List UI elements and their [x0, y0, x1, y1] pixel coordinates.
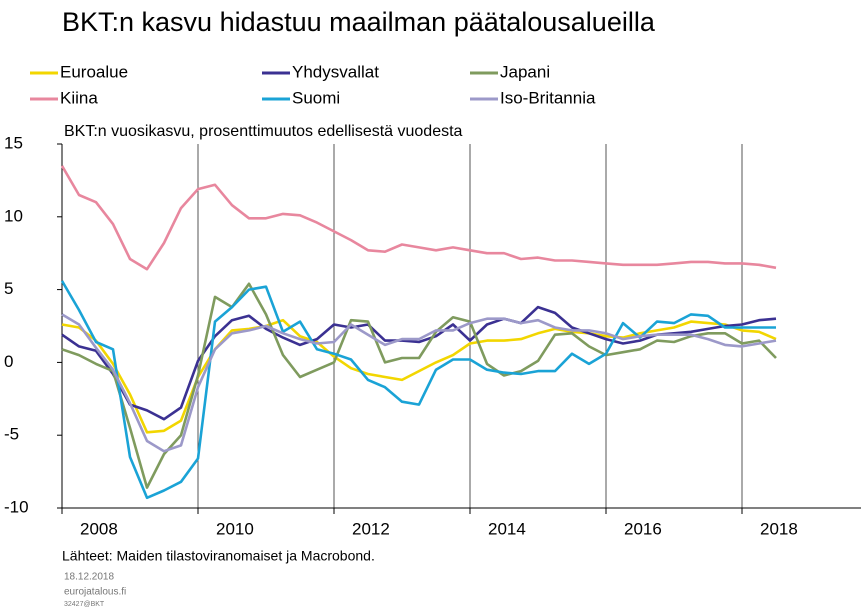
x-tick-label: 2016 [624, 519, 662, 538]
series-line [60, 165, 777, 271]
source: Lähteet: Maiden tilastoviranomaiset ja M… [62, 548, 375, 564]
series-line [60, 280, 776, 500]
legend-label: Yhdysvallat [292, 62, 379, 81]
series-line [61, 282, 777, 489]
y-tick-label: 0 [4, 352, 13, 371]
chart-title: BKT:n kasvu hidastuu maailman päätalousa… [62, 7, 656, 37]
x-tick-label: 2014 [488, 519, 526, 538]
legend-label: Iso-Britannia [500, 88, 596, 107]
x-tick-label: 2010 [216, 519, 254, 538]
series-line [61, 318, 777, 434]
y-tick-label: -5 [4, 425, 19, 444]
x-tick-label: 2012 [352, 519, 390, 538]
legend-label: Japani [500, 62, 550, 81]
x-tick-label: 2018 [760, 519, 798, 538]
site: eurojatalous.fi [64, 587, 126, 598]
legend-label: Euroalue [60, 62, 128, 81]
y-tick-label: 10 [4, 206, 23, 225]
subtitle: BKT:n vuosikasvu, prosenttimuutos edelli… [64, 123, 463, 140]
legend-label: Suomi [292, 88, 340, 107]
x-tick-label: 2008 [80, 519, 118, 538]
y-tick-label: 5 [4, 279, 13, 298]
series-line [61, 313, 777, 453]
legend-label: Kiina [60, 88, 98, 107]
y-tick-label: 15 [4, 133, 23, 152]
y-tick-label: -10 [4, 497, 29, 516]
code: 32427@BKT [64, 601, 105, 608]
date: 18.12.2018 [64, 572, 114, 583]
